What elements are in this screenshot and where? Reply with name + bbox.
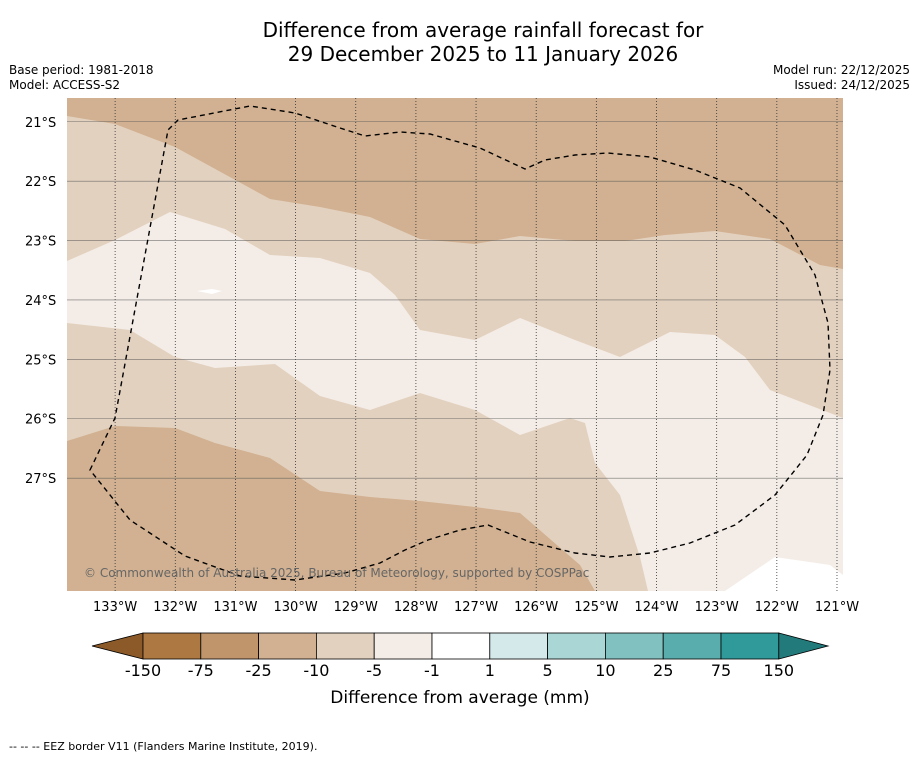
colorbar-label: Difference from average (mm) (330, 688, 589, 708)
grid-lines (67, 98, 843, 591)
issued-date: Issued: 24/12/2025 (794, 78, 910, 92)
x-tick-label: 129°W (334, 600, 378, 615)
eez-border (89, 105, 831, 581)
meta-left: Base period: 1981-2018 Model: ACCESS-S2 (9, 63, 154, 93)
colorbar-segment (720, 632, 780, 660)
eez-legend-note: -- -- -- EEZ border V11 (Flanders Marine… (9, 740, 318, 753)
colorbar (91, 632, 830, 660)
colorbar-tick-label: 25 (653, 661, 673, 680)
forecast-map: © Commonwealth of Australia 2025, Bureau… (25, 98, 859, 708)
x-tick-label: 131°W (213, 600, 257, 615)
colorbar-tick-label: 1 (485, 661, 495, 680)
model-name: Model: ACCESS-S2 (9, 78, 121, 92)
colorbar-segment (258, 632, 317, 660)
x-tick-label: 121°W (815, 600, 859, 615)
title-line-1: Difference from average rainfall forecas… (262, 18, 704, 42)
colorbar-tick-label: 75 (711, 661, 731, 680)
x-axis-labels: 133°W 132°W 131°W 130°W 129°W 128°W 127°W 126°W… (93, 600, 859, 615)
chart-title: Difference from average rainfall forecas… (0, 18, 919, 66)
colorbar-tick-label: -25 (246, 661, 272, 680)
colorbar-segment (142, 632, 202, 660)
x-tick-label: 123°W (695, 600, 739, 615)
y-tick-label: 24°S (25, 294, 56, 309)
colorbar-extend-low (91, 632, 144, 660)
colorbar-segment (200, 632, 260, 660)
colorbar-tick-label: 5 (543, 661, 553, 680)
colorbar-tick-label: -75 (188, 661, 214, 680)
x-tick-label: 125°W (574, 600, 618, 615)
colorbar-tick-label: -150 (125, 661, 161, 680)
band-neutral (725, 557, 843, 591)
x-tick-label: 130°W (274, 600, 318, 615)
title-line-2: 29 December 2025 to 11 January 2026 (287, 42, 679, 66)
x-tick-label: 132°W (153, 600, 197, 615)
contour-fields (67, 98, 843, 591)
colorbar-segment (489, 632, 548, 660)
colorbar-tick-label: -5 (366, 661, 382, 680)
y-tick-label: 27°S (25, 472, 56, 487)
band-neutral-speck (197, 289, 222, 294)
colorbar-tick-label: -1 (424, 661, 440, 680)
y-tick-label: 21°S (25, 116, 56, 131)
y-tick-label: 22°S (25, 175, 56, 190)
colorbar-segment (662, 632, 722, 660)
colorbar-segment (605, 632, 664, 660)
x-tick-label: 126°W (514, 600, 558, 615)
colorbar-tick-labels: -150 -75 -25 -10 -5 -1 1 5 10 25 75 150 (125, 661, 794, 680)
y-tick-label: 26°S (25, 413, 56, 428)
colorbar-extend-high (778, 632, 830, 660)
colorbar-tick-label: 150 (764, 661, 795, 680)
colorbar-tick-label: -10 (303, 661, 329, 680)
y-tick-label: 23°S (25, 235, 56, 250)
x-tick-label: 128°W (394, 600, 438, 615)
x-tick-label: 127°W (454, 600, 498, 615)
band-dry-5-1 (67, 212, 843, 591)
colorbar-segment (431, 632, 491, 660)
x-tick-label: 133°W (93, 600, 137, 615)
y-axis-labels: 21°S 22°S 23°S 24°S 25°S 26°S 27°S (25, 116, 56, 487)
colorbar-segment (547, 632, 606, 660)
copyright-notice: © Commonwealth of Australia 2025, Bureau… (84, 566, 589, 580)
x-tick-label: 124°W (634, 600, 678, 615)
colorbar-segment (315, 632, 375, 660)
colorbar-segment (373, 632, 433, 660)
x-tick-label: 122°W (755, 600, 799, 615)
model-run: Model run: 22/12/2025 (772, 63, 910, 77)
y-tick-label: 25°S (25, 353, 56, 368)
colorbar-tick-label: 10 (595, 661, 615, 680)
meta-right: Model run: 22/12/2025 Issued: 24/12/2025 (773, 63, 910, 93)
base-period: Base period: 1981-2018 (9, 63, 154, 77)
